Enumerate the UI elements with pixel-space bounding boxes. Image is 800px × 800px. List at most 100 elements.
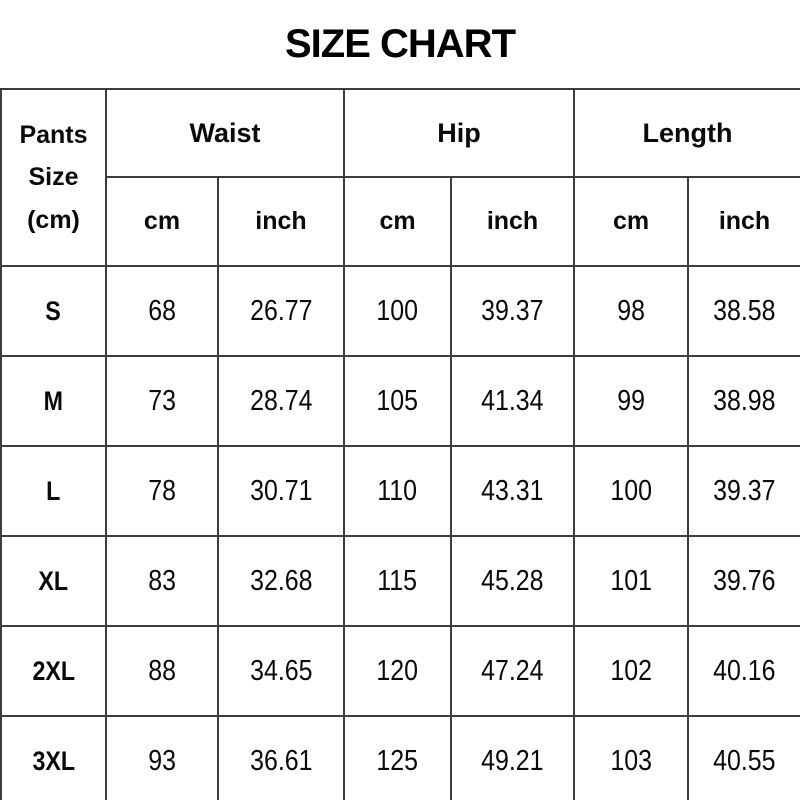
row-header-size: 2XL xyxy=(0,625,107,717)
row-header-size: M xyxy=(0,355,107,447)
cell-value: 93 xyxy=(148,744,176,777)
cell-value: 99 xyxy=(617,384,645,417)
subheader-hip-cm: cm xyxy=(343,176,453,267)
table-row-xl: XL 83 32.68 115 45.28 101 39.76 xyxy=(0,535,800,627)
column-group-hip: Hip xyxy=(343,88,576,178)
cell-hip-cm: 125 xyxy=(343,715,453,800)
subheader-length-inch: inch xyxy=(687,176,800,267)
cell-value: 101 xyxy=(610,564,652,597)
cell-value: 34.65 xyxy=(249,654,313,687)
cell-value: 36.61 xyxy=(249,744,313,777)
cell-waist-inch: 28.74 xyxy=(216,355,346,447)
cell-length-inch: 40.16 xyxy=(687,625,800,717)
size-label: 3XL xyxy=(32,745,75,776)
cell-waist-inch: 36.61 xyxy=(216,715,346,800)
cell-value: 98 xyxy=(617,294,645,327)
cell-value: 100 xyxy=(376,294,419,327)
cell-waist-inch: 34.65 xyxy=(216,625,346,717)
cell-hip-cm: 110 xyxy=(343,445,453,537)
title-bar: SIZE CHART xyxy=(0,0,800,88)
row-header-size: S xyxy=(0,265,107,357)
cell-value: 41.34 xyxy=(481,384,544,417)
cell-hip-inch: 45.28 xyxy=(450,535,576,627)
cell-hip-cm: 105 xyxy=(343,355,453,447)
cell-waist-cm: 93 xyxy=(105,715,219,800)
cell-hip-cm: 120 xyxy=(343,625,453,717)
size-label: XL xyxy=(38,565,69,596)
cell-waist-inch: 30.71 xyxy=(216,445,346,537)
cell-value: 49.21 xyxy=(481,744,544,777)
corner-header-pants-size: Pants Size (cm) xyxy=(0,88,107,267)
cell-value: 68 xyxy=(148,294,176,327)
table-row-s: S 68 26.77 100 39.37 98 38.58 xyxy=(0,265,800,357)
cell-value: 125 xyxy=(376,744,419,777)
cell-hip-inch: 47.24 xyxy=(450,625,576,717)
cell-value: 120 xyxy=(376,654,419,687)
cell-value: 83 xyxy=(148,564,176,597)
cell-length-cm: 101 xyxy=(573,535,690,627)
cell-waist-cm: 83 xyxy=(105,535,219,627)
cell-length-inch: 38.98 xyxy=(687,355,800,447)
table-row-2xl: 2XL 88 34.65 120 47.24 102 40.16 xyxy=(0,625,800,717)
page-title: SIZE CHART xyxy=(285,21,516,66)
cell-value: 45.28 xyxy=(481,564,544,597)
cell-waist-cm: 78 xyxy=(105,445,219,537)
cell-length-cm: 99 xyxy=(573,355,690,447)
cell-length-cm: 100 xyxy=(573,445,690,537)
cell-value: 39.76 xyxy=(713,564,776,597)
size-label: M xyxy=(43,385,64,416)
size-label: L xyxy=(46,475,61,506)
row-header-size: L xyxy=(0,445,107,537)
table-row-m: M 73 28.74 105 41.34 99 38.98 xyxy=(0,355,800,447)
cell-value: 40.55 xyxy=(713,744,776,777)
cell-waist-inch: 26.77 xyxy=(216,265,346,357)
cell-value: 43.31 xyxy=(481,474,544,507)
cell-hip-inch: 43.31 xyxy=(450,445,576,537)
cell-value: 47.24 xyxy=(481,654,544,687)
table-row-3xl: 3XL 93 36.61 125 49.21 103 40.55 xyxy=(0,715,800,800)
subheader-length-cm: cm xyxy=(573,176,690,267)
cell-waist-cm: 88 xyxy=(105,625,219,717)
cell-value: 26.77 xyxy=(249,294,313,327)
cell-hip-cm: 115 xyxy=(343,535,453,627)
cell-value: 39.37 xyxy=(713,474,776,507)
cell-length-inch: 39.76 xyxy=(687,535,800,627)
cell-length-inch: 38.58 xyxy=(687,265,800,357)
row-header-size: 3XL xyxy=(0,715,107,800)
cell-value: 102 xyxy=(610,654,652,687)
subheader-waist-cm: cm xyxy=(105,176,219,267)
column-group-waist: Waist xyxy=(104,88,346,178)
cell-waist-cm: 68 xyxy=(105,265,219,357)
cell-value: 38.58 xyxy=(713,294,776,327)
cell-value: 73 xyxy=(148,384,176,417)
cell-value: 78 xyxy=(148,474,176,507)
cell-value: 110 xyxy=(377,474,418,507)
cell-length-cm: 103 xyxy=(573,715,690,800)
cell-value: 39.37 xyxy=(481,294,544,327)
cell-length-inch: 39.37 xyxy=(687,445,800,537)
cell-length-cm: 102 xyxy=(573,625,690,717)
size-label: S xyxy=(45,295,62,326)
cell-length-inch: 40.55 xyxy=(687,715,800,800)
cell-hip-inch: 41.34 xyxy=(450,355,576,447)
cell-value: 115 xyxy=(377,564,418,597)
cell-hip-inch: 39.37 xyxy=(450,265,576,357)
subheader-hip-inch: inch xyxy=(450,176,576,267)
header-group-row: Pants Size (cm) Waist Hip Length xyxy=(0,88,800,267)
cell-hip-inch: 49.21 xyxy=(450,715,576,800)
header-sub-row: cm inch cm inch cm inch xyxy=(1,176,800,267)
cell-value: 38.98 xyxy=(713,384,776,417)
size-label: 2XL xyxy=(32,655,75,686)
cell-value: 103 xyxy=(610,744,652,777)
cell-value: 105 xyxy=(376,384,419,417)
cell-value: 28.74 xyxy=(249,384,313,417)
cell-length-cm: 98 xyxy=(573,265,690,357)
cell-value: 100 xyxy=(610,474,652,507)
table-row-l: L 78 30.71 110 43.31 100 39.37 xyxy=(0,445,800,537)
subheader-waist-inch: inch xyxy=(216,176,346,267)
column-group-length: Length xyxy=(573,88,800,178)
cell-value: 30.71 xyxy=(249,474,313,507)
cell-value: 32.68 xyxy=(249,564,313,597)
size-chart-table: Pants Size (cm) Waist Hip Length cm inch… xyxy=(0,88,800,800)
